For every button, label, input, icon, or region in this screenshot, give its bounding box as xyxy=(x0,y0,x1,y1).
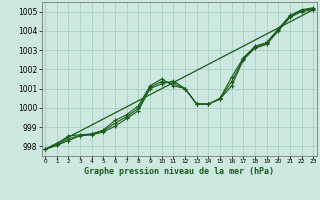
X-axis label: Graphe pression niveau de la mer (hPa): Graphe pression niveau de la mer (hPa) xyxy=(84,167,274,176)
